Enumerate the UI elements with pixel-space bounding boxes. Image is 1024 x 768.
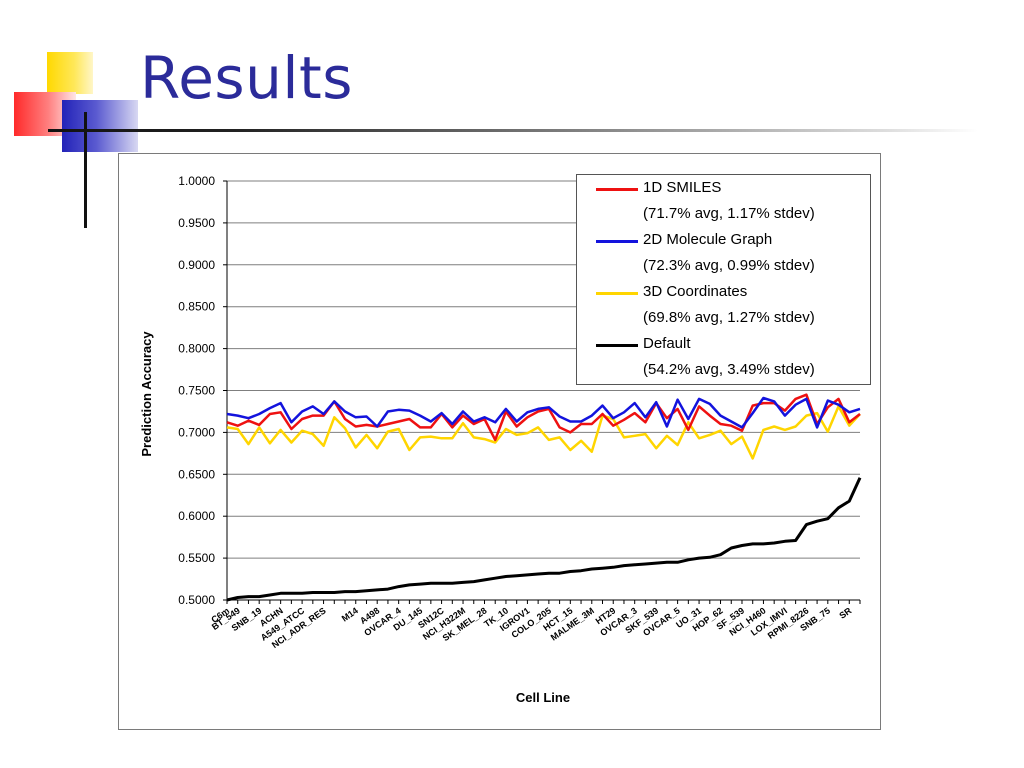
slide-title: Results: [140, 44, 353, 112]
legend-item-3d-coordinates: 3D Coordinates (69.8% avg, 1.27% stdev): [577, 279, 870, 331]
axes: [226, 181, 860, 601]
x-tick-label: SR: [837, 605, 853, 621]
y-tick-label: 0.8000: [178, 342, 215, 356]
series-line-default: [226, 477, 862, 602]
legend-series-name: 3D Coordinates: [643, 283, 748, 300]
legend-swatch: [596, 292, 638, 295]
legend-series-stat: (72.3% avg, 0.99% stdev): [643, 257, 815, 274]
y-tick-label: 0.8500: [178, 300, 215, 314]
legend-swatch: [596, 344, 638, 347]
legend-series-stat: (54.2% avg, 3.49% stdev): [643, 361, 815, 378]
legend-item-2d-molecule-graph: 2D Molecule Graph (72.3% avg, 0.99% stde…: [577, 227, 870, 279]
y-tick-label: 0.6000: [178, 509, 215, 523]
legend-series-name: Default: [643, 335, 691, 352]
y-axis-ticks: 1.0000 0.9500 0.9000 0.8500 0.8000 0.7500 0.70…: [178, 174, 227, 607]
y-axis-title: Prediction Accuracy: [139, 331, 154, 457]
legend-swatch: [596, 188, 638, 191]
series-line-3d-coordinates: [226, 405, 861, 460]
blue-square-decoration: [62, 100, 138, 152]
legend-item-1d-smiles: 1D SMILES (71.7% avg, 1.17% stdev): [577, 175, 870, 227]
legend-series-name: 1D SMILES: [643, 179, 722, 196]
line-chart: 1.0000 0.9500 0.9000 0.8500 0.8000 0.7500 0.70…: [139, 174, 862, 705]
y-tick-label: 0.7500: [178, 384, 215, 398]
legend-series-name: 2D Molecule Graph: [643, 231, 773, 248]
series-lines: [226, 393, 862, 602]
y-tick-label: 0.9000: [178, 258, 215, 272]
y-tick-label: 0.9500: [178, 216, 215, 230]
chart-frame: 1.0000 0.9500 0.9000 0.8500 0.8000 0.7500 0.70…: [118, 153, 881, 730]
x-axis-title: Cell Line: [516, 690, 570, 705]
title-underline-rule: [48, 129, 978, 132]
chart-legend: 1D SMILES (71.7% avg, 1.17% stdev) 2D Mo…: [576, 174, 871, 385]
y-tick-label: 0.5000: [178, 593, 215, 607]
legend-series-stat: (69.8% avg, 1.27% stdev): [643, 309, 815, 326]
legend-item-default: Default (54.2% avg, 3.49% stdev): [577, 331, 870, 383]
legend-swatch: [596, 240, 638, 243]
y-tick-label: 0.7000: [178, 425, 215, 439]
y-tick-label: 0.5500: [178, 551, 215, 565]
x-tick-label: M14: [340, 605, 360, 623]
series-line-2d-molecule-graph: [226, 396, 861, 429]
legend-series-stat: (71.7% avg, 1.17% stdev): [643, 205, 815, 222]
y-tick-label: 1.0000: [178, 174, 215, 188]
yellow-square-decoration: [47, 52, 93, 94]
y-tick-label: 0.6500: [178, 467, 215, 481]
vertical-rule: [84, 112, 87, 228]
